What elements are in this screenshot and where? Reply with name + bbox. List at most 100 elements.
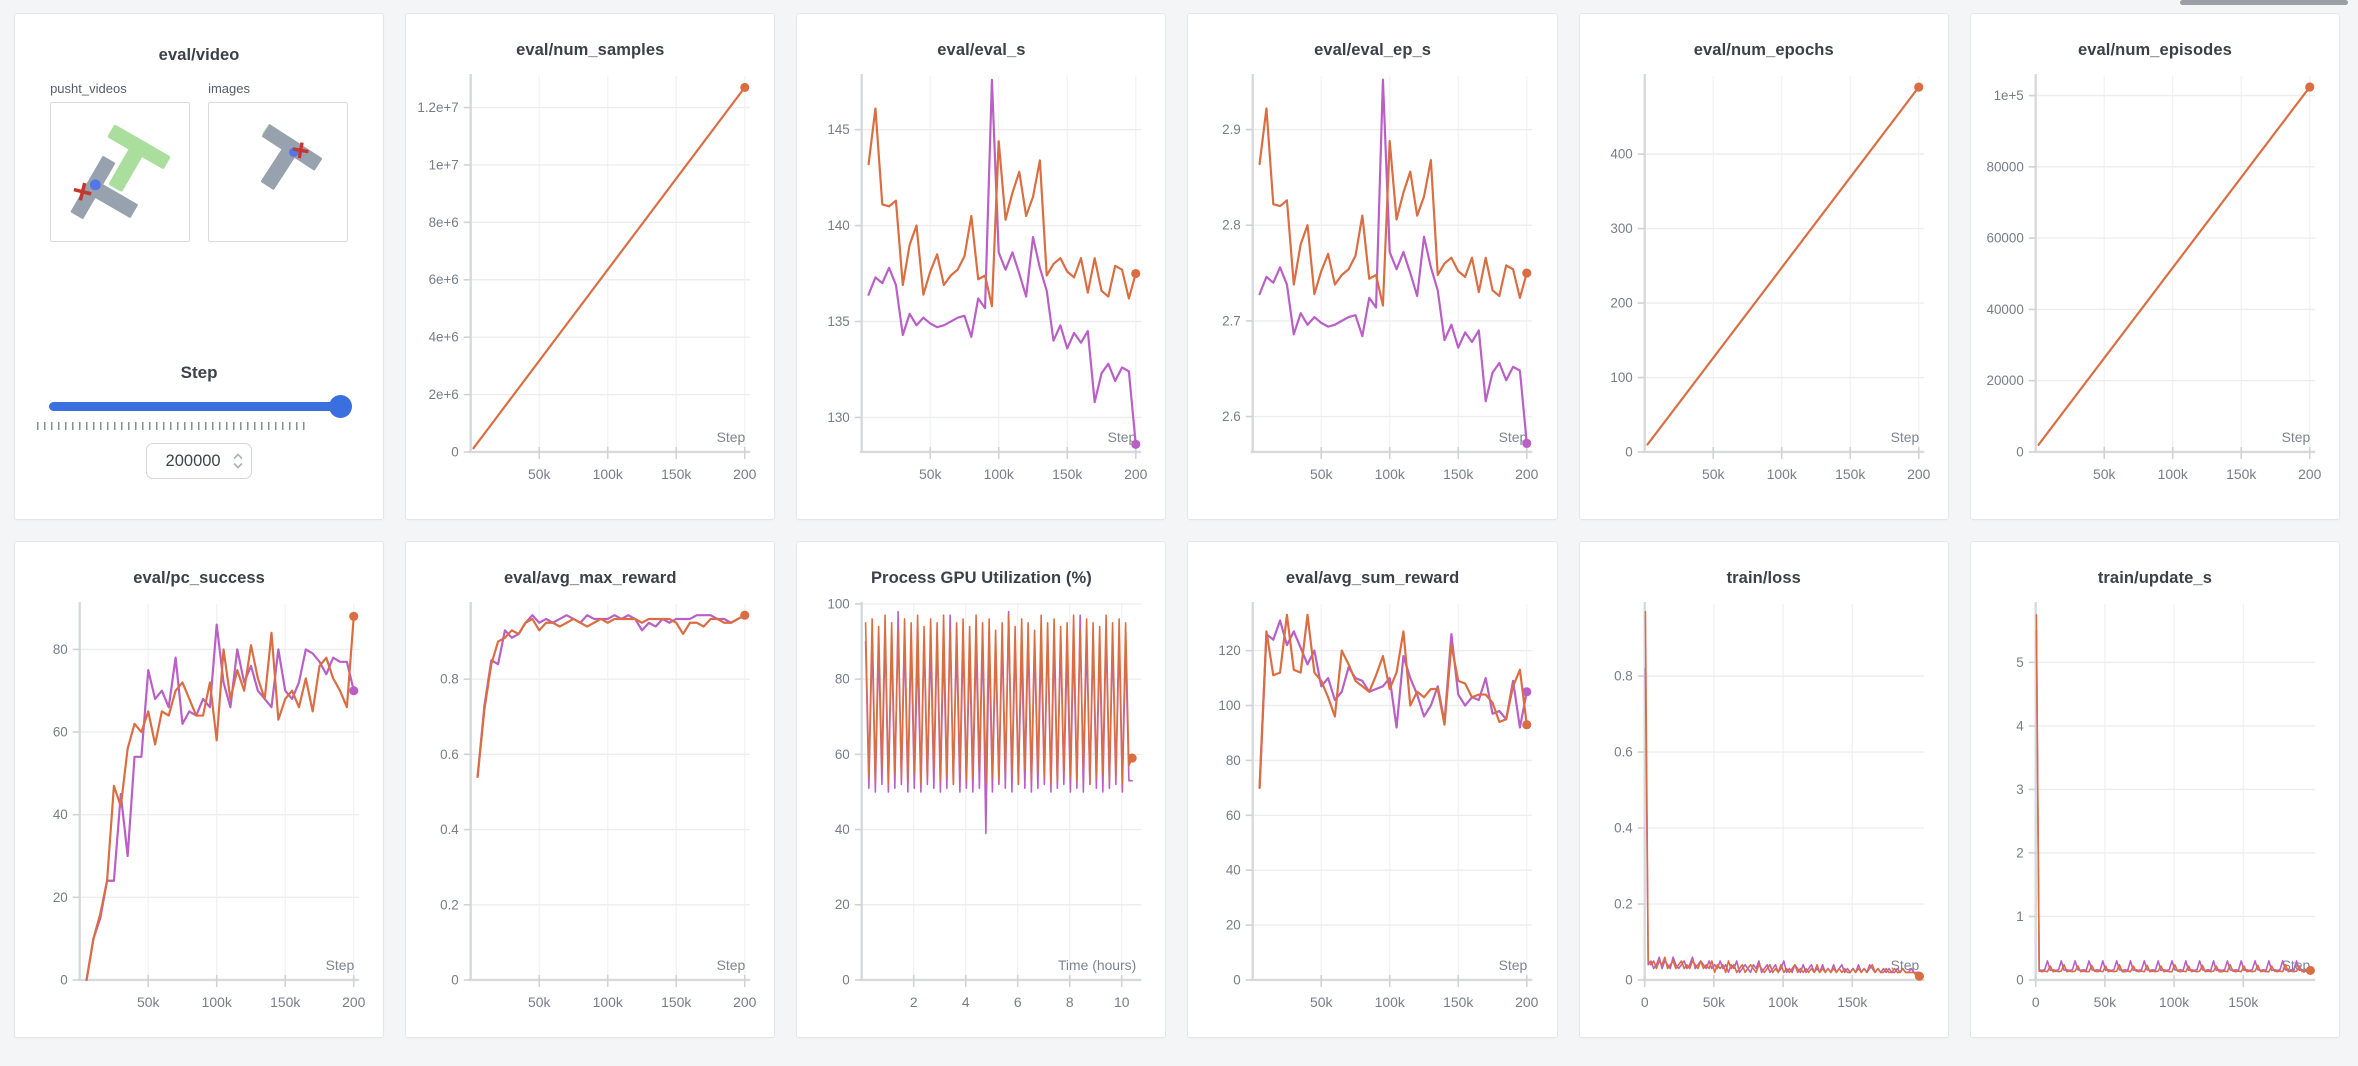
svg-text:100k: 100k [2157, 466, 2187, 482]
chart-title: Process GPU Utilization (%) [870, 569, 1092, 587]
svg-text:150k: 150k [2228, 994, 2258, 1010]
chart-title: eval/avg_max_reward [503, 569, 677, 587]
svg-text:400: 400 [1610, 147, 1632, 162]
panel-eval-eval-ep-s: eval/eval_ep_s 2.6 2.7 2.8 2.9 50k 100k 150k 20… [1187, 13, 1558, 520]
panel-eval-num-episodes: eval/num_episodes 0 20000 40000 60000 80000 1… [1969, 13, 2340, 520]
svg-text:2.9: 2.9 [1223, 122, 1242, 137]
panel-eval-video: eval/video pusht_videos [14, 13, 385, 520]
svg-text:Step: Step [717, 429, 746, 445]
pusht-render-image [260, 123, 323, 190]
svg-text:100: 100 [1219, 698, 1241, 713]
svg-text:Step: Step [326, 957, 355, 973]
stepper-up-icon[interactable] [233, 453, 243, 460]
svg-text:4e+6: 4e+6 [429, 330, 459, 345]
svg-text:0: 0 [1234, 972, 1241, 987]
svg-text:0.4: 0.4 [440, 822, 459, 837]
svg-text:0: 0 [451, 444, 458, 459]
line-chart[interactable]: 0 20 40 60 80 100 2 4 6 8 10 Time (hours) [797, 588, 1165, 1037]
pusht-render-image [70, 124, 171, 220]
images-thumbnail[interactable] [208, 102, 349, 242]
chart-title: eval/pc_success [133, 569, 265, 587]
svg-text:100k: 100k [1766, 466, 1796, 482]
line-chart[interactable]: 130 135 140 145 50k 100k 150k 200 Step [797, 60, 1165, 519]
line-chart[interactable]: 0 0.2 0.4 0.6 0.8 50k 100k 150k 200 Step [406, 588, 774, 1037]
svg-text:150k: 150k [1444, 466, 1474, 482]
slider-track[interactable] [49, 402, 350, 411]
svg-text:Step: Step [2281, 429, 2310, 445]
svg-text:100: 100 [1610, 370, 1632, 385]
svg-text:0: 0 [1625, 972, 1632, 987]
panel-train-loss: train/loss 0 0.2 0.4 0.6 0.8 0 50k 100k 150k Step [1578, 541, 1949, 1038]
svg-text:2e+6: 2e+6 [429, 387, 459, 402]
svg-text:0.4: 0.4 [1614, 821, 1633, 836]
svg-text:100: 100 [828, 596, 850, 611]
svg-text:200: 200 [1516, 994, 1539, 1010]
svg-text:0.6: 0.6 [1614, 745, 1633, 760]
line-chart[interactable]: 0 20 40 60 80 50k 100k 150k 200 Step [15, 588, 383, 1037]
line-chart[interactable]: 0 20 40 60 80 100 120 50k 100k 150k 200 Step [1188, 588, 1556, 1037]
panel-title: eval/video [158, 46, 240, 64]
stepper-buttons [233, 453, 243, 469]
panel-eval-num-epochs: eval/num_epochs 0 100 200 300 400 50k 100k 150k… [1578, 13, 1949, 520]
panel-eval-pc-success: eval/pc_success 0 20 40 60 80 50k 100k 150k 200 S… [14, 541, 385, 1038]
svg-text:Step: Step [1108, 429, 1137, 445]
line-chart[interactable]: 0 100 200 300 400 50k 100k 150k 200 Step [1580, 60, 1948, 519]
svg-text:20: 20 [1226, 918, 1241, 933]
svg-text:1.2e+7: 1.2e+7 [418, 100, 459, 115]
svg-text:100k: 100k [984, 466, 1014, 482]
svg-text:60: 60 [1226, 808, 1241, 823]
line-chart[interactable]: 0 0.2 0.4 0.6 0.8 0 50k 100k 150k Step [1580, 588, 1948, 1037]
agent-dot [90, 179, 101, 191]
svg-text:6e+6: 6e+6 [429, 272, 459, 287]
svg-text:200: 200 [2298, 466, 2321, 482]
line-chart[interactable]: 0 1 2 3 4 5 0 50k 100k 150k Step [1971, 588, 2339, 1037]
svg-text:2: 2 [910, 994, 918, 1010]
slider-thumb[interactable] [329, 395, 353, 418]
stepper-down-icon[interactable] [233, 462, 243, 469]
svg-text:0: 0 [451, 972, 458, 987]
panel-train-update-s: train/update_s 0 1 2 3 4 5 0 50k 100k 150k Step [1969, 541, 2340, 1038]
line-chart[interactable]: 0 2e+6 4e+6 6e+6 8e+6 1e+7 1.2e+7 50k 100k 150k 20… [406, 60, 774, 519]
chart-title: train/update_s [2097, 569, 2212, 587]
svg-text:100k: 100k [2159, 994, 2189, 1010]
svg-text:150k: 150k [661, 466, 691, 482]
svg-text:50k: 50k [1702, 466, 1724, 482]
pusht-video-thumbnail[interactable] [50, 102, 191, 242]
line-chart[interactable]: 2.6 2.7 2.8 2.9 50k 100k 150k 200 Step [1188, 60, 1556, 519]
svg-text:8e+6: 8e+6 [429, 215, 459, 230]
target-cross [73, 182, 92, 201]
thumbnail-label: pusht_videos [50, 81, 127, 96]
svg-text:50k: 50k [1310, 466, 1332, 482]
svg-text:40: 40 [53, 807, 68, 822]
video-thumbnails: pusht_videos [15, 81, 383, 242]
step-slider[interactable] [49, 395, 353, 419]
svg-text:1: 1 [2016, 909, 2023, 924]
svg-text:100k: 100k [1375, 994, 1405, 1010]
step-number-field [146, 443, 253, 479]
line-chart[interactable]: 0 20000 40000 60000 80000 1e+5 50k 100k 150k 200 S… [1971, 60, 2339, 519]
svg-text:60: 60 [53, 725, 68, 740]
svg-text:150k: 150k [1835, 466, 1865, 482]
svg-text:20: 20 [835, 897, 850, 912]
svg-text:150k: 150k [661, 994, 691, 1010]
chart-title: eval/num_epochs [1693, 41, 1834, 59]
svg-text:20: 20 [53, 890, 68, 905]
chart-title: eval/avg_sum_reward [1285, 569, 1460, 587]
svg-text:0.6: 0.6 [440, 747, 459, 762]
svg-text:40000: 40000 [1986, 302, 2023, 317]
panel-process-gpu-utilization: Process GPU Utilization (%) 0 20 40 60 80 100… [796, 541, 1167, 1038]
svg-text:10: 10 [1114, 994, 1130, 1010]
svg-text:0: 0 [2016, 972, 2023, 987]
svg-text:5: 5 [2016, 655, 2023, 670]
svg-text:150k: 150k [270, 994, 300, 1010]
svg-text:4: 4 [2016, 718, 2024, 733]
svg-text:50k: 50k [919, 466, 941, 482]
horizontal-scrollbar-thumb[interactable] [2180, 0, 2348, 5]
step-input[interactable] [153, 451, 234, 471]
svg-text:1e+7: 1e+7 [429, 157, 459, 172]
svg-text:0.8: 0.8 [440, 672, 459, 687]
svg-text:3: 3 [2016, 782, 2023, 797]
svg-text:20000: 20000 [1986, 373, 2023, 388]
svg-text:50k: 50k [1702, 994, 1724, 1010]
